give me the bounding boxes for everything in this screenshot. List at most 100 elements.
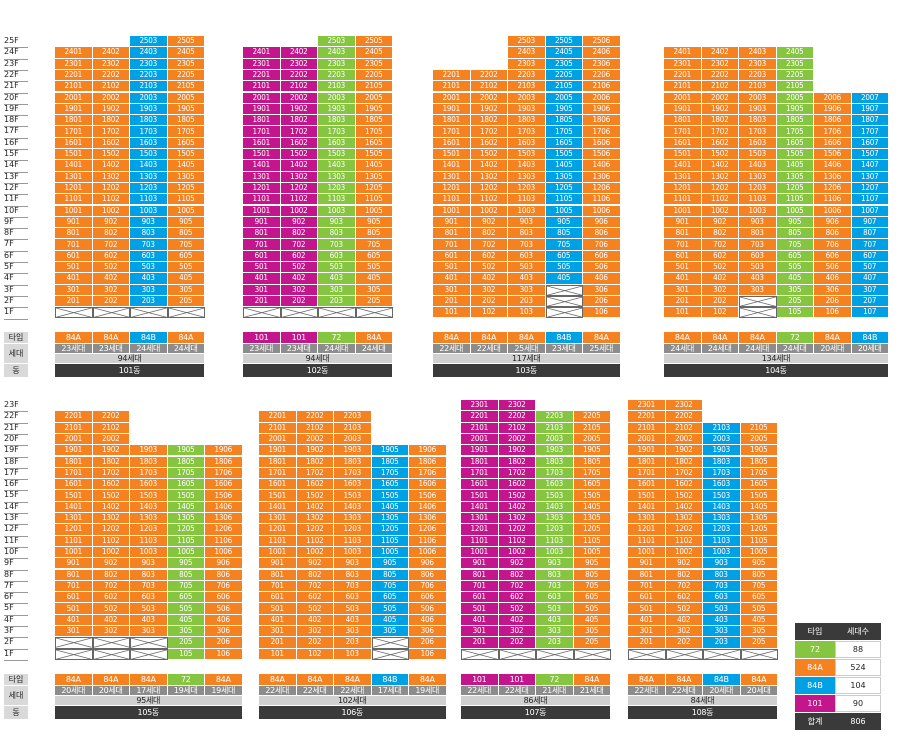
unit-cell: 1901 xyxy=(55,103,93,116)
floor-label: 19F xyxy=(4,104,19,113)
legend-count-84b: 104 xyxy=(835,677,881,694)
floor-tick xyxy=(4,318,28,320)
unit-cell: 1406 xyxy=(583,160,621,172)
unit-cell: 705 xyxy=(545,239,583,251)
unit-cell: 1705 xyxy=(776,126,814,138)
unit-cell: 2506 xyxy=(583,36,621,48)
unit-cell: 505 xyxy=(371,603,409,615)
unit-cell: 703 xyxy=(130,580,168,593)
unit-cell: 106 xyxy=(409,648,447,660)
unit-cell: 1701 xyxy=(259,467,297,480)
unit-cell: 201 xyxy=(243,295,281,308)
unit-cell: 1805 xyxy=(355,115,393,127)
floor-tick xyxy=(4,295,28,297)
household-count: 22세대 xyxy=(334,686,372,696)
unit-cell: 2006 xyxy=(814,92,852,104)
unit-cell: 1602 xyxy=(470,137,508,149)
unit-cell: 1205 xyxy=(776,182,814,195)
household-count: 24세대 xyxy=(664,344,702,354)
unit-cell: 1806 xyxy=(409,456,447,468)
unit-cell: 1405 xyxy=(167,501,205,513)
unit-cell: 1603 xyxy=(739,137,777,149)
unit-cell: 2002 xyxy=(280,92,318,104)
unit-cell: 1603 xyxy=(334,479,372,491)
unit-cell: 205 xyxy=(740,637,778,649)
unit-cell: 2103 xyxy=(739,81,777,93)
unit-cell: 1702 xyxy=(280,126,318,138)
unit-cell: 2202 xyxy=(498,411,536,423)
unit-cell: 606 xyxy=(814,250,852,262)
unit-cell: 2205 xyxy=(167,69,205,82)
empty-unit xyxy=(92,637,130,649)
unit-cell: 401 xyxy=(259,614,297,626)
unit-cell: 802 xyxy=(498,569,536,581)
unit-cell: 501 xyxy=(243,262,281,274)
unit-cell: 1203 xyxy=(130,182,168,195)
unit-cell: 1102 xyxy=(470,194,508,206)
unit-cell: 606 xyxy=(409,592,447,604)
unit-cell: 2402 xyxy=(92,47,130,59)
floor-label: 21F xyxy=(4,82,19,91)
unit-cell: 1605 xyxy=(167,137,205,149)
unit-cell: 301 xyxy=(628,626,666,638)
empty-unit xyxy=(130,637,168,649)
unit-cell: 1902 xyxy=(470,103,508,116)
unit-cell: 705 xyxy=(740,580,778,593)
unit-cell: 206 xyxy=(205,637,243,649)
unit-cell: 1703 xyxy=(536,467,574,480)
unit-cell: 803 xyxy=(508,228,546,240)
unit-cell: 405 xyxy=(573,614,611,626)
unit-cell: 2405 xyxy=(776,47,814,59)
unit-cell: 2202 xyxy=(92,69,130,82)
unit-cell: 1403 xyxy=(508,160,546,172)
unit-cell: 1303 xyxy=(334,513,372,525)
unit-cell: 403 xyxy=(703,614,741,626)
unit-cell: 2203 xyxy=(318,69,356,82)
unit-cell: 1101 xyxy=(55,194,93,206)
floor-label: 13F xyxy=(4,172,19,181)
unit-cell: 1502 xyxy=(280,149,318,161)
unit-cell: 703 xyxy=(739,239,777,251)
unit-cell: 1802 xyxy=(296,456,334,468)
unit-cell: 1105 xyxy=(371,535,409,547)
unit-cell: 1905 xyxy=(573,445,611,457)
unit-cell: 2005 xyxy=(573,433,611,446)
unit-cell: 1502 xyxy=(92,149,130,161)
unit-cell: 2301 xyxy=(55,58,93,70)
unit-cell: 1803 xyxy=(508,115,546,127)
unit-cell: 702 xyxy=(470,239,508,251)
unit-cell: 201 xyxy=(55,295,93,308)
unit-cell: 1603 xyxy=(130,479,168,491)
floor-tick xyxy=(4,58,28,60)
unit-cell: 2401 xyxy=(664,47,702,59)
unit-cell: 402 xyxy=(92,614,130,626)
unit-cell: 1905 xyxy=(355,103,393,116)
unit-cell: 2303 xyxy=(508,58,546,70)
unit-cell: 2001 xyxy=(243,92,281,104)
unit-cell: 2203 xyxy=(536,411,574,423)
unit-cell: 2206 xyxy=(583,69,621,82)
unit-cell: 702 xyxy=(498,580,536,593)
unit-type-label: 72 xyxy=(536,674,574,686)
household-count: 24세대 xyxy=(355,344,393,354)
unit-cell: 503 xyxy=(130,603,168,615)
unit-cell: 901 xyxy=(433,216,471,229)
floor-label: 8F xyxy=(4,229,14,238)
unit-cell: 2101 xyxy=(461,422,499,434)
unit-cell: 505 xyxy=(355,262,393,274)
unit-cell: 2103 xyxy=(703,422,741,434)
unit-cell: 905 xyxy=(167,216,205,229)
unit-cell: 805 xyxy=(167,228,205,240)
unit-cell: 1305 xyxy=(167,171,205,183)
unit-cell: 1001 xyxy=(243,205,281,217)
unit-cell: 1001 xyxy=(628,546,666,559)
unit-cell: 1603 xyxy=(130,137,168,149)
unit-cell: 1801 xyxy=(433,115,471,127)
unit-cell: 1007 xyxy=(851,205,889,217)
unit-cell: 901 xyxy=(55,216,93,229)
floor-label: 24F xyxy=(4,48,19,57)
unit-cell: 1305 xyxy=(740,513,778,525)
unit-cell: 1801 xyxy=(55,456,93,468)
unit-cell: 2102 xyxy=(470,81,508,93)
unit-cell: 2101 xyxy=(243,81,281,93)
